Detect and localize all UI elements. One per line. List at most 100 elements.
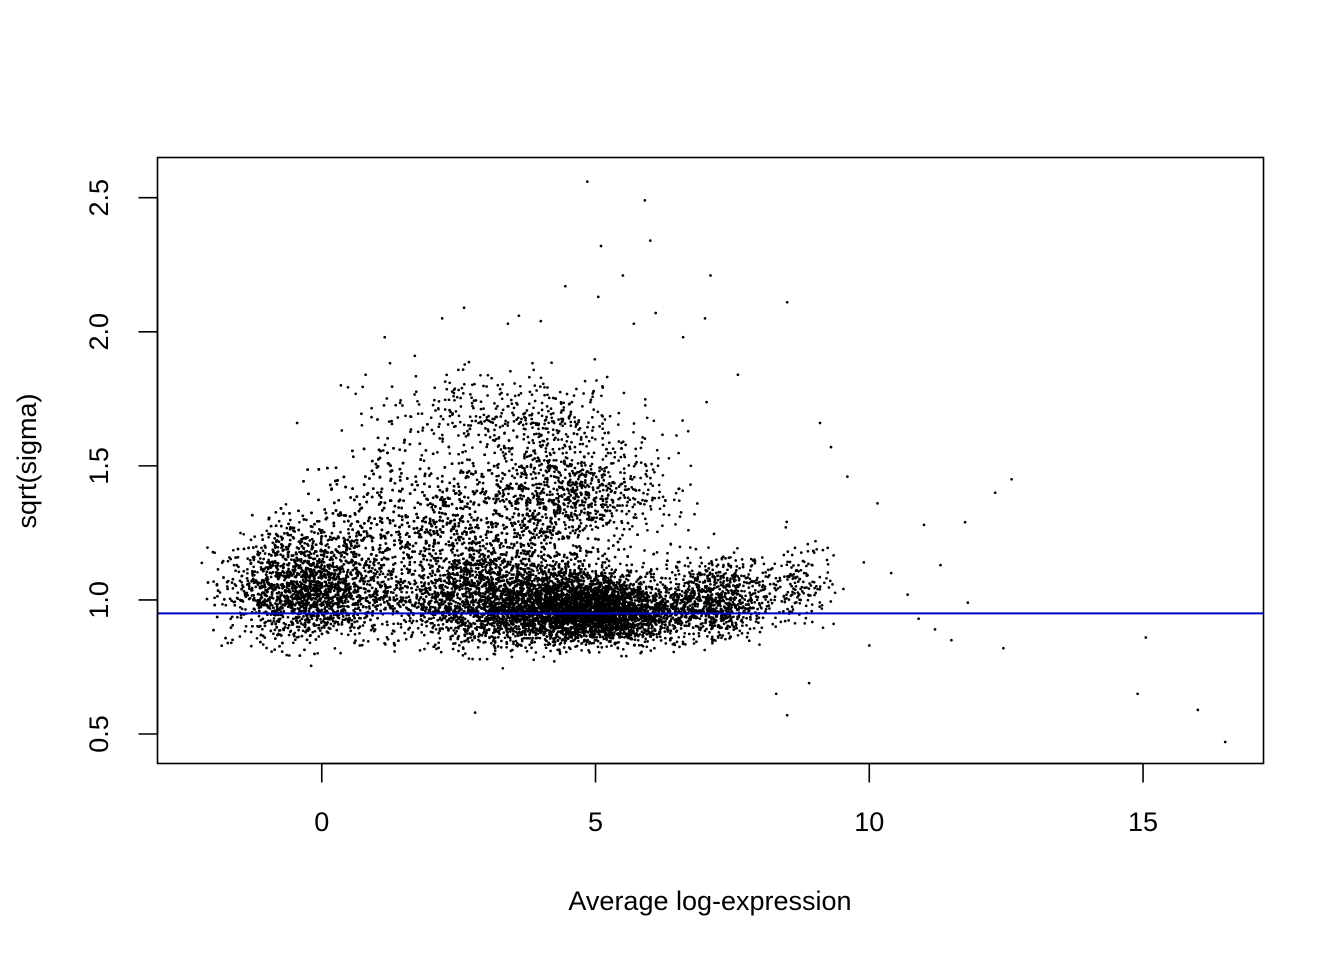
data-point xyxy=(597,625,601,629)
data-point xyxy=(540,627,544,631)
data-point xyxy=(640,650,643,654)
data-point xyxy=(476,579,479,583)
data-point xyxy=(692,637,696,641)
data-point xyxy=(528,549,531,553)
data-point xyxy=(603,571,607,575)
data-point xyxy=(587,592,591,595)
data-point xyxy=(540,564,544,568)
data-point xyxy=(612,634,615,638)
data-point xyxy=(405,591,409,594)
data-point xyxy=(603,629,607,633)
data-point xyxy=(537,536,541,539)
data-point xyxy=(423,600,426,604)
data-point xyxy=(653,629,657,633)
data-point xyxy=(605,597,609,601)
data-point xyxy=(413,604,416,608)
data-point xyxy=(650,623,653,627)
data-point xyxy=(560,567,564,571)
data-point xyxy=(615,586,619,590)
data-point xyxy=(642,580,646,584)
data-point xyxy=(505,642,509,646)
data-point xyxy=(498,589,502,593)
data-point xyxy=(445,581,449,585)
data-point xyxy=(595,617,599,621)
data-point xyxy=(699,622,703,626)
data-point xyxy=(511,587,515,590)
data-point xyxy=(435,647,438,651)
data-point xyxy=(403,631,407,635)
data-point xyxy=(487,594,490,598)
data-point xyxy=(608,572,612,575)
data-point xyxy=(621,573,624,577)
data-point xyxy=(659,615,663,619)
data-point xyxy=(582,559,586,562)
data-point xyxy=(464,621,467,625)
data-point xyxy=(471,574,475,577)
data-point xyxy=(436,618,440,622)
data-point xyxy=(657,588,661,592)
data-point xyxy=(607,633,611,636)
data-point xyxy=(512,589,515,593)
data-point xyxy=(636,633,640,637)
data-point xyxy=(579,583,583,586)
data-point xyxy=(463,652,467,655)
data-point xyxy=(635,569,638,573)
data-point xyxy=(499,627,502,631)
data-point xyxy=(512,630,516,633)
data-point xyxy=(605,638,609,641)
data-point xyxy=(629,598,633,601)
data-point xyxy=(568,601,572,604)
data-point xyxy=(548,637,552,640)
data-point xyxy=(607,629,610,633)
data-point xyxy=(536,619,540,623)
data-point xyxy=(483,640,487,644)
data-point xyxy=(422,573,426,577)
data-point xyxy=(577,622,581,626)
data-point xyxy=(405,596,408,600)
data-point xyxy=(459,565,462,569)
data-point xyxy=(400,568,404,571)
data-point xyxy=(632,582,636,586)
data-point xyxy=(558,648,561,652)
data-point xyxy=(570,596,574,599)
data-point xyxy=(632,595,636,599)
data-point xyxy=(555,577,559,581)
data-point xyxy=(464,546,468,550)
data-point xyxy=(631,590,635,593)
data-point xyxy=(542,655,546,659)
data-point xyxy=(566,609,569,613)
data-point xyxy=(646,609,650,613)
data-point xyxy=(671,624,675,627)
data-point xyxy=(566,589,569,593)
data-point xyxy=(475,573,479,577)
data-point xyxy=(413,560,417,564)
data-point xyxy=(575,623,578,627)
data-point xyxy=(617,640,621,644)
data-point xyxy=(551,573,555,576)
data-point xyxy=(673,643,677,647)
data-point xyxy=(553,637,556,640)
data-point xyxy=(533,640,537,644)
data-point xyxy=(562,638,565,642)
data-point xyxy=(527,603,530,607)
data-point xyxy=(480,585,484,588)
data-point xyxy=(655,635,659,639)
data-point xyxy=(632,587,636,591)
data-point xyxy=(611,600,614,604)
data-point xyxy=(454,605,458,609)
data-point xyxy=(682,584,686,588)
data-point xyxy=(472,556,476,560)
data-point xyxy=(622,593,626,597)
data-point xyxy=(434,559,437,563)
data-point xyxy=(593,602,596,606)
data-point xyxy=(564,577,567,581)
data-point xyxy=(478,544,482,548)
data-point xyxy=(538,636,542,640)
data-point xyxy=(652,576,655,579)
data-point xyxy=(604,578,607,582)
data-point xyxy=(666,600,669,603)
data-point xyxy=(594,615,598,618)
data-point xyxy=(536,632,540,636)
data-point xyxy=(559,575,563,578)
